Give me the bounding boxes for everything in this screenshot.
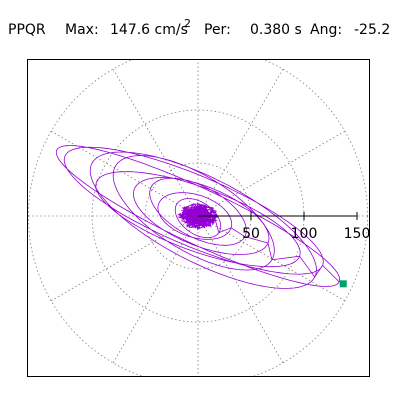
angle-label: Ang: (310, 22, 342, 38)
radial-tick-label-50: 50 (242, 226, 260, 242)
max-value: 147.6 cm/s (110, 22, 188, 38)
grid-spoke-240 (112, 215, 199, 364)
grid-spoke-300 (197, 215, 284, 364)
orbit-trace (55, 145, 341, 289)
grid-spoke-150 (50, 130, 199, 217)
period-value: 0.380 s (250, 22, 302, 38)
grid-spoke-30 (197, 130, 346, 217)
period-label: Per: (204, 22, 231, 38)
grid-spoke-120 (112, 68, 199, 217)
angle-value: -25.2 (354, 22, 390, 38)
plot-area: 50 100 150 (28, 60, 371, 376)
grid-spoke-60 (197, 68, 284, 217)
grid-ring-160 (28, 60, 368, 376)
plot-frame (27, 59, 370, 377)
end-marker (339, 280, 347, 288)
max-unit-exponent: 2 (184, 17, 191, 30)
station-code: PPQR (8, 22, 46, 38)
radial-tick-label-100: 100 (291, 226, 318, 242)
max-label: Max: (65, 22, 99, 38)
radial-tick-label-150: 150 (344, 226, 371, 242)
grid-spoke-210 (50, 215, 199, 302)
